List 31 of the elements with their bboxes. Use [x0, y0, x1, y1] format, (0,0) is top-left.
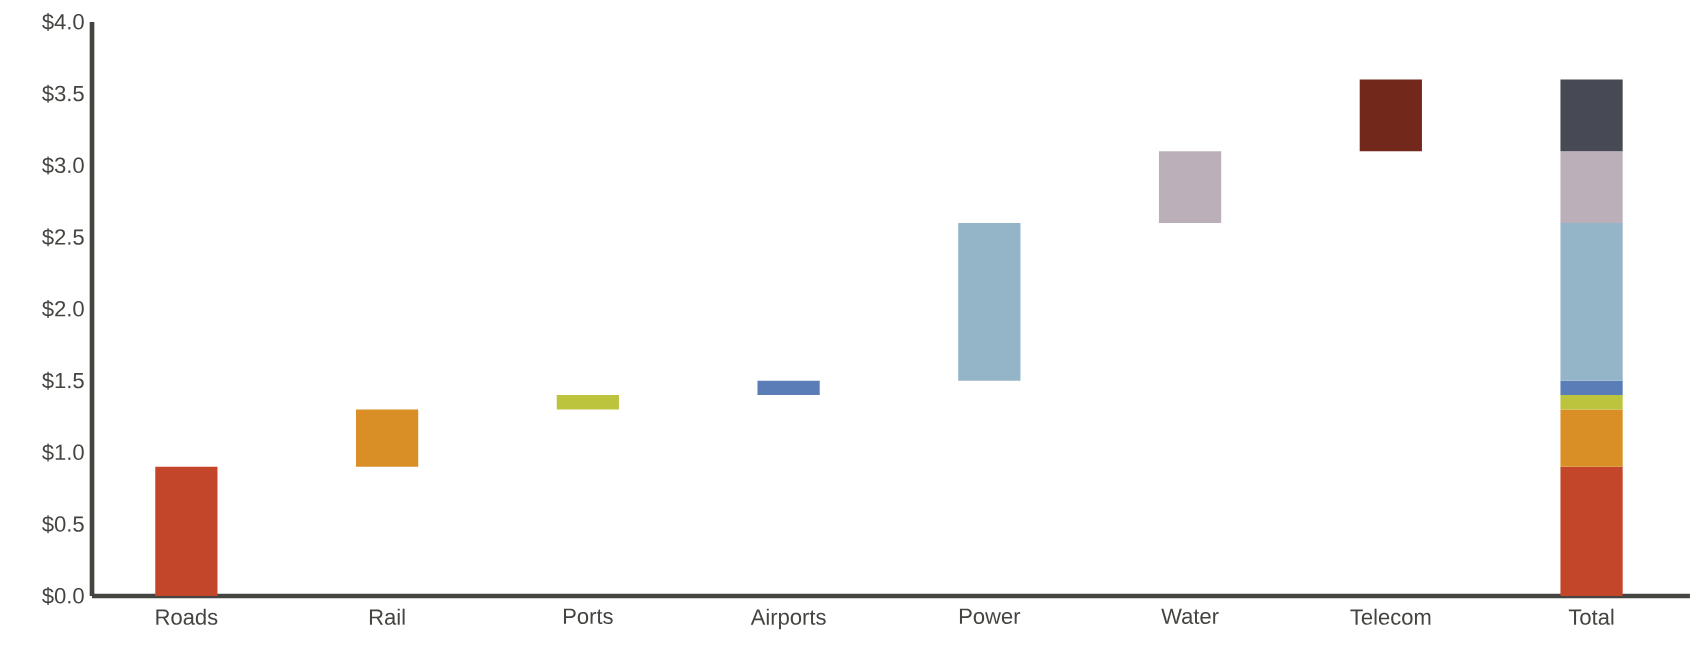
- y-tick-label: $3.0: [42, 156, 84, 175]
- y-tick-label: $4.0: [42, 13, 84, 31]
- bar: [1359, 79, 1422, 152]
- x-tick-label: Water: [1161, 608, 1219, 625]
- bar: [958, 222, 1021, 381]
- y-tick-label: $2.5: [42, 228, 84, 247]
- bar: [356, 409, 419, 467]
- bar: [556, 395, 619, 410]
- y-tick-label: $1.0: [42, 443, 84, 462]
- bar: [1560, 395, 1623, 410]
- bar: [1560, 380, 1623, 396]
- bar: [155, 466, 218, 596]
- x-tick-label: Rail: [369, 608, 405, 625]
- x-tick-label: Power: [959, 608, 1021, 625]
- y-tick-label: $0.0: [42, 587, 84, 605]
- bar: [1560, 79, 1623, 152]
- y-tick-label: $2.0: [42, 300, 84, 318]
- bar: [1560, 222, 1623, 381]
- bar: [1560, 409, 1623, 467]
- x-tick-label: Total: [1568, 608, 1614, 625]
- x-tick-label: Telecom: [1350, 608, 1431, 625]
- y-tick-label: $1.5: [42, 371, 84, 390]
- y-tick-label: $0.5: [42, 515, 84, 534]
- bar: [1560, 466, 1623, 596]
- bar: [1158, 151, 1222, 223]
- x-tick-label: Airports: [750, 608, 826, 630]
- y-tick-label: $3.5: [42, 84, 84, 103]
- x-tick-label: Ports: [563, 608, 613, 625]
- bar: [1560, 151, 1623, 223]
- bar: [757, 380, 820, 396]
- x-tick-label: Roads: [156, 608, 218, 625]
